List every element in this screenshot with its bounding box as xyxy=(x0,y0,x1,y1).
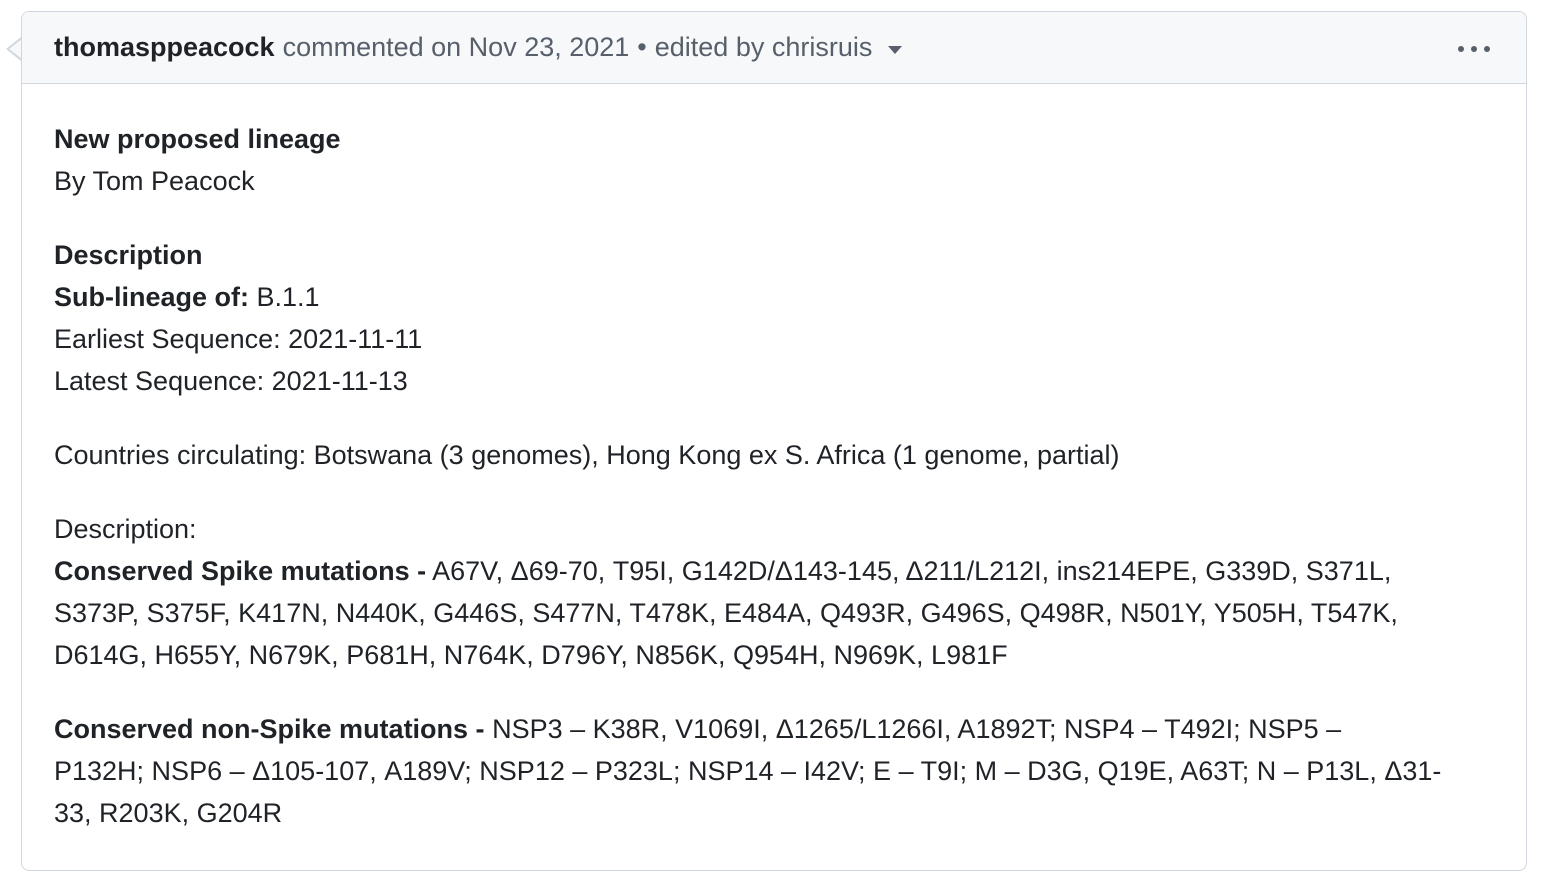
description-heading: Description xyxy=(54,240,203,270)
meta-separator: • xyxy=(637,32,647,62)
nonspike-mutations-label: Conserved non-Spike mutations - xyxy=(54,714,485,744)
spike-mutations-line-1: Conserved Spike mutations - A67V, Δ69-70… xyxy=(54,550,1492,592)
spike-mutations-label: Conserved Spike mutations - xyxy=(54,556,427,586)
countries-circulating: Countries circulating: Botswana (3 genom… xyxy=(54,440,1120,470)
comment-header: thomasppeacock commented on Nov 23, 2021… xyxy=(22,12,1526,84)
sublineage-line: Sub-lineage of: B.1.1 xyxy=(54,276,1492,318)
comment-timestamp[interactable]: commented on Nov 23, 2021 xyxy=(282,32,630,62)
earliest-sequence: Earliest Sequence: 2021-11-11 xyxy=(54,324,423,354)
sublineage-label: Sub-lineage of: xyxy=(54,282,249,312)
comment-box: thomasppeacock commented on Nov 23, 2021… xyxy=(21,11,1527,871)
proposal-intro: New proposed lineage By Tom Peacock xyxy=(54,84,1492,202)
countries-block: Countries circulating: Botswana (3 genom… xyxy=(54,434,1492,476)
edited-dropdown[interactable]: edited by chrisruis xyxy=(655,32,903,63)
spike-mutations-line-3: D614G, H655Y, N679K, P681H, N764K, D796Y… xyxy=(54,640,1008,670)
nonspike-mutations-line-1: Conserved non-Spike mutations - NSP3 – K… xyxy=(54,708,1492,750)
proposal-byline: By Tom Peacock xyxy=(54,166,255,196)
proposal-title: New proposed lineage xyxy=(54,124,341,154)
description-block: Description Sub-lineage of: B.1.1 Earlie… xyxy=(54,234,1492,402)
description-label: Description: xyxy=(54,514,197,544)
nonspike-block: Conserved non-Spike mutations - NSP3 – K… xyxy=(54,708,1492,834)
spike-mutations-text-1: A67V, Δ69-70, T95I, G142D/Δ143-145, Δ211… xyxy=(426,556,1392,586)
nonspike-mutations-text-1: NSP3 – K38R, V1069I, Δ1265/L1266I, A1892… xyxy=(484,714,1342,744)
sublineage-value: B.1.1 xyxy=(249,282,320,312)
kebab-menu-icon[interactable] xyxy=(1458,46,1490,52)
edited-label: edited by chrisruis xyxy=(654,32,873,62)
comment-body: New proposed lineage By Tom Peacock Desc… xyxy=(22,84,1526,834)
author-link[interactable]: thomasppeacock xyxy=(54,32,275,62)
nonspike-mutations-line-3: 33, R203K, G204R xyxy=(54,798,283,828)
latest-sequence: Latest Sequence: 2021-11-13 xyxy=(54,366,408,396)
comment-pointer-fill xyxy=(8,38,22,59)
spike-block: Description: Conserved Spike mutations -… xyxy=(54,508,1492,676)
spike-mutations-line-2: S373P, S375F, K417N, N440K, G446S, S477N… xyxy=(54,598,1398,628)
nonspike-mutations-line-2: P132H; NSP6 – Δ105-107, A189V; NSP12 – P… xyxy=(54,756,1442,786)
caret-down-icon[interactable] xyxy=(888,45,903,54)
